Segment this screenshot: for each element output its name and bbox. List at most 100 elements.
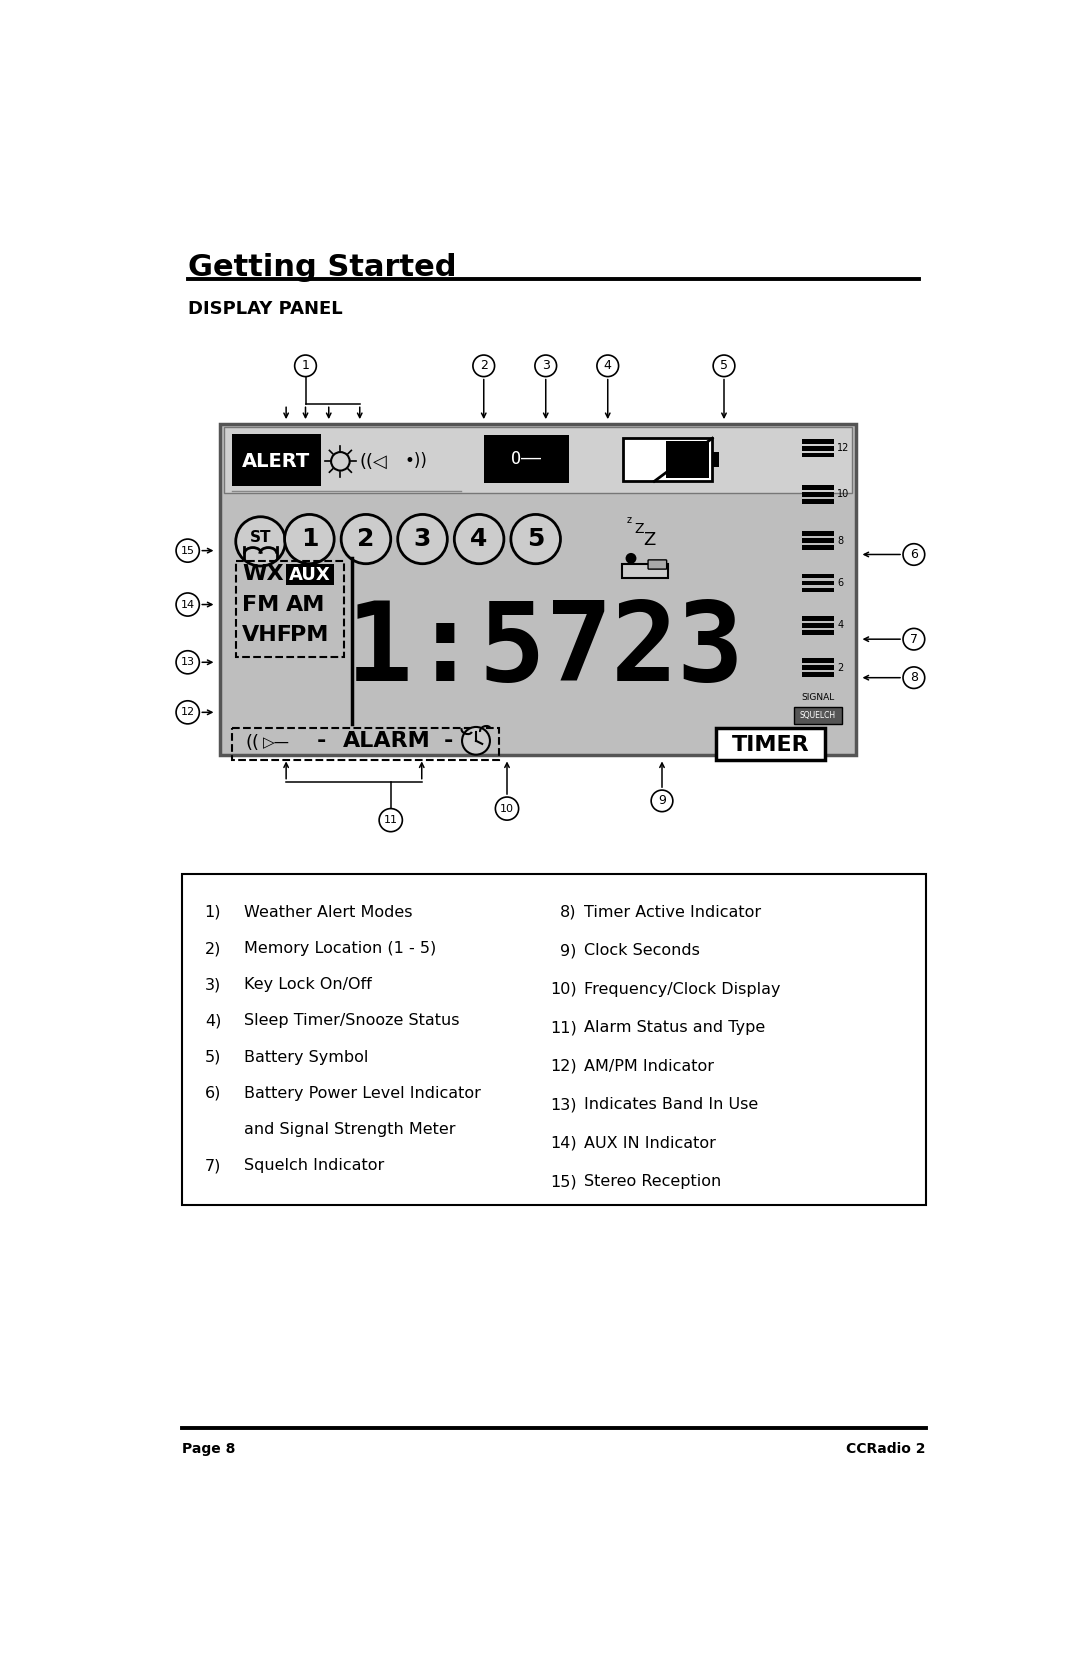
Circle shape (713, 355, 734, 377)
Text: Stereo Reception: Stereo Reception (584, 1175, 721, 1190)
Text: SQUELCH: SQUELCH (799, 711, 836, 719)
Circle shape (903, 668, 924, 688)
Text: 14: 14 (180, 599, 194, 609)
Text: 1): 1) (205, 905, 221, 920)
Text: Indicates Band In Use: Indicates Band In Use (584, 1097, 759, 1112)
Text: 12): 12) (550, 1058, 577, 1073)
FancyBboxPatch shape (484, 436, 569, 482)
Text: ALERT: ALERT (242, 452, 310, 471)
Text: VHF: VHF (242, 626, 293, 646)
Bar (801, 666, 834, 669)
Text: Battery Power Level Indicator: Battery Power Level Indicator (243, 1087, 481, 1102)
Text: 10): 10) (550, 981, 577, 996)
Text: CCRadio 2: CCRadio 2 (846, 1442, 926, 1457)
Text: DISPLAY PANEL: DISPLAY PANEL (188, 300, 342, 319)
Text: AM: AM (286, 594, 325, 614)
Text: 5: 5 (720, 359, 728, 372)
Circle shape (597, 355, 619, 377)
Text: 4: 4 (837, 621, 843, 631)
Text: ((◁: ((◁ (360, 452, 388, 471)
FancyBboxPatch shape (713, 452, 718, 467)
Text: 10: 10 (837, 489, 849, 499)
Text: Key Lock On/Off: Key Lock On/Off (243, 978, 372, 991)
Text: 6): 6) (205, 1087, 221, 1102)
Text: Weather Alert Modes: Weather Alert Modes (243, 905, 411, 920)
Text: 9: 9 (658, 794, 666, 808)
Text: 8: 8 (909, 671, 918, 684)
Text: 7): 7) (205, 1158, 221, 1173)
Text: Z: Z (634, 522, 644, 536)
Bar (801, 629, 834, 634)
Bar (801, 673, 834, 678)
Bar (801, 439, 834, 444)
Circle shape (462, 728, 490, 754)
Circle shape (625, 552, 636, 564)
FancyBboxPatch shape (225, 427, 852, 492)
Text: 4): 4) (205, 1013, 221, 1028)
Text: SIGNAL: SIGNAL (801, 693, 835, 703)
Text: PM: PM (291, 626, 328, 646)
Text: Timer Active Indicator: Timer Active Indicator (584, 905, 761, 920)
Circle shape (511, 514, 561, 564)
Text: ▷—: ▷— (262, 736, 289, 751)
FancyBboxPatch shape (622, 564, 669, 577)
Text: and Signal Strength Meter: and Signal Strength Meter (243, 1122, 455, 1137)
Text: Z: Z (644, 531, 656, 549)
Text: 23: 23 (610, 598, 744, 704)
FancyBboxPatch shape (181, 875, 926, 1205)
Text: 3: 3 (542, 359, 550, 372)
Bar (801, 623, 834, 628)
Text: 12: 12 (837, 444, 850, 454)
Text: 11): 11) (550, 1020, 577, 1035)
Text: •)): •)) (404, 452, 427, 471)
Text: 6: 6 (910, 547, 918, 561)
Text: AUX: AUX (289, 566, 332, 584)
Text: 2: 2 (357, 527, 375, 551)
FancyBboxPatch shape (286, 564, 334, 586)
Circle shape (379, 808, 403, 831)
Circle shape (284, 514, 334, 564)
Text: 14): 14) (550, 1137, 577, 1152)
Circle shape (341, 514, 391, 564)
Text: 15: 15 (180, 546, 194, 556)
Circle shape (176, 651, 200, 674)
Text: 8): 8) (561, 905, 577, 920)
Circle shape (651, 789, 673, 811)
Bar (801, 499, 834, 504)
Text: Squelch Indicator: Squelch Indicator (243, 1158, 383, 1173)
Text: FM: FM (242, 594, 280, 614)
Text: 12: 12 (180, 708, 194, 718)
Circle shape (295, 355, 316, 377)
Text: ((: (( (246, 734, 260, 753)
Text: 1: 1 (300, 527, 319, 551)
FancyBboxPatch shape (220, 424, 855, 754)
FancyBboxPatch shape (648, 559, 666, 569)
Text: 2): 2) (205, 941, 221, 956)
Circle shape (235, 517, 285, 566)
Text: Memory Location (1 - 5): Memory Location (1 - 5) (243, 941, 435, 956)
Bar (801, 486, 834, 489)
Bar (801, 492, 834, 497)
Circle shape (176, 592, 200, 616)
Circle shape (176, 701, 200, 724)
Bar (801, 616, 834, 621)
Circle shape (903, 544, 924, 566)
FancyBboxPatch shape (716, 728, 825, 759)
Bar (801, 574, 834, 579)
Text: 13: 13 (180, 658, 194, 668)
Circle shape (397, 514, 447, 564)
Text: ST: ST (249, 531, 271, 546)
Text: 3: 3 (414, 527, 431, 551)
Circle shape (473, 355, 495, 377)
Text: 5): 5) (205, 1050, 221, 1065)
Text: 1:57: 1:57 (346, 598, 613, 704)
Text: Battery Symbol: Battery Symbol (243, 1050, 368, 1065)
Text: 15): 15) (550, 1175, 577, 1190)
Bar (801, 539, 834, 542)
Text: -: - (316, 731, 326, 751)
Text: 2: 2 (480, 359, 488, 372)
Text: 4: 4 (604, 359, 611, 372)
Text: WX: WX (242, 564, 284, 584)
Text: 3): 3) (205, 978, 221, 991)
FancyBboxPatch shape (794, 708, 841, 724)
